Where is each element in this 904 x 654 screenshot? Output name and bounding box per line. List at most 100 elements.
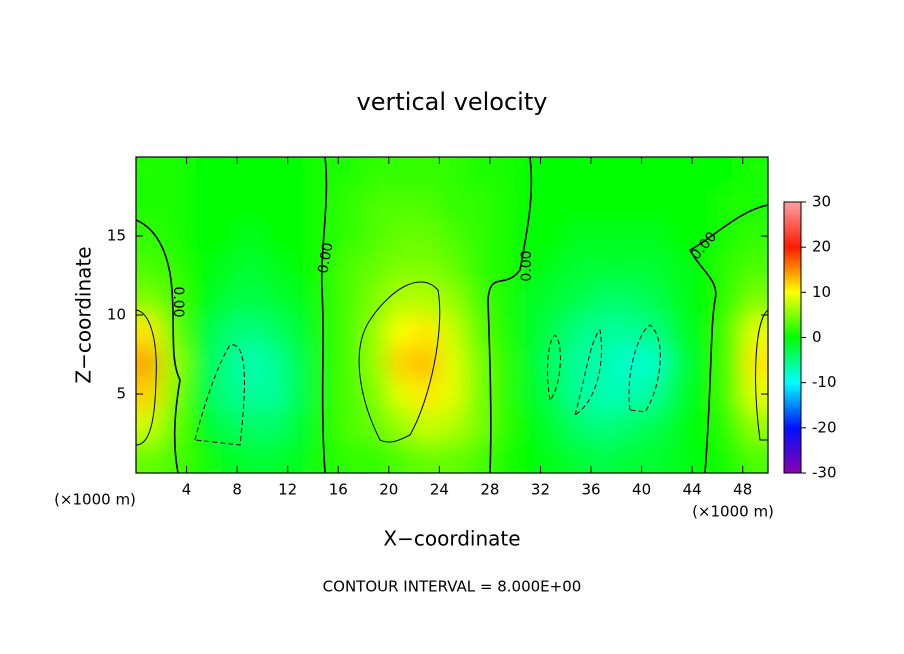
- field-cell: [716, 282, 744, 316]
- x-tick-label: 28: [480, 481, 499, 499]
- field-cell: [514, 440, 541, 473]
- field-cell: [337, 377, 365, 411]
- colorbar-tick-label: 0: [812, 328, 822, 346]
- field-cell: [312, 219, 339, 253]
- field-cell: [211, 219, 238, 253]
- field-cell: [413, 188, 440, 221]
- field-cell: [464, 377, 491, 411]
- field-cell: [388, 377, 415, 411]
- field-cell: [691, 346, 718, 379]
- field-cell: [565, 282, 592, 316]
- field-cell: [716, 157, 744, 190]
- field-cell: [514, 157, 541, 190]
- field-cell: [136, 409, 162, 442]
- field-cell: [413, 440, 440, 473]
- field-cell: [388, 346, 415, 379]
- field-cell: [565, 346, 592, 379]
- field-cell: [514, 188, 541, 221]
- field-cell: [136, 346, 162, 379]
- field-cell: [666, 282, 693, 316]
- field-cell: [565, 251, 592, 284]
- field-cell: [160, 251, 188, 284]
- x-unit-label: (×1000 m): [692, 503, 774, 521]
- field-cell: [565, 314, 592, 348]
- field-cell: [160, 377, 188, 411]
- field-cell: [388, 440, 415, 473]
- field-cell: [236, 157, 263, 190]
- field-cell: [590, 251, 617, 284]
- field-cell: [615, 219, 643, 253]
- field-cell: [565, 188, 592, 221]
- field-cell: [388, 314, 415, 348]
- field-cell: [388, 157, 415, 190]
- field-cell: [691, 377, 718, 411]
- field-cell: [186, 314, 213, 348]
- field-cell: [413, 314, 440, 348]
- field-cell: [287, 188, 314, 221]
- field-cell: [160, 188, 188, 221]
- x-tick-label: 20: [379, 481, 398, 499]
- field-cell: [136, 251, 162, 284]
- field-cell: [565, 219, 592, 253]
- field-cell: [261, 440, 289, 473]
- field-cell: [641, 282, 668, 316]
- field-cell: [337, 219, 365, 253]
- field-cell: [464, 157, 491, 190]
- field-cell: [236, 251, 263, 284]
- field-cell: [337, 188, 365, 221]
- field-cell: [363, 377, 390, 411]
- field-cell: [539, 409, 567, 442]
- field-cell: [615, 188, 643, 221]
- field-cell: [539, 157, 567, 190]
- field-cell: [287, 346, 314, 379]
- field-cell: [337, 157, 365, 190]
- field-cell: [615, 409, 643, 442]
- field-cell: [388, 188, 415, 221]
- field-cell: [716, 219, 744, 253]
- x-tick-label: 48: [733, 481, 752, 499]
- x-unit-label: (×1000 m): [54, 491, 136, 509]
- field-cell: [641, 251, 668, 284]
- field-cell: [742, 282, 768, 316]
- field-cell: [438, 282, 466, 316]
- field-cell: [136, 282, 162, 316]
- field-cell: [160, 282, 188, 316]
- x-tick-label: 16: [329, 481, 348, 499]
- field-cell: [691, 314, 718, 348]
- field-cell: [413, 157, 440, 190]
- field-cell: [514, 409, 541, 442]
- field-cell: [438, 346, 466, 379]
- x-tick-label: 44: [683, 481, 702, 499]
- field-cell: [565, 440, 592, 473]
- field-cell: [388, 219, 415, 253]
- field-cell: [236, 377, 263, 411]
- field-cell: [337, 440, 365, 473]
- field-cell: [641, 346, 668, 379]
- field-cell: [590, 314, 617, 348]
- x-tick-label: 4: [182, 481, 192, 499]
- field-cell: [565, 409, 592, 442]
- contour-label: 0.00: [519, 250, 535, 281]
- field-cell: [211, 440, 238, 473]
- field-cell: [211, 409, 238, 442]
- field-cell: [514, 346, 541, 379]
- field-cell: [287, 282, 314, 316]
- field-cell: [363, 251, 390, 284]
- field-cell: [489, 440, 516, 473]
- field-cell: [186, 219, 213, 253]
- field-cell: [438, 219, 466, 253]
- field-cell: [464, 188, 491, 221]
- field-cell: [489, 157, 516, 190]
- field-cell: [691, 409, 718, 442]
- field-cell: [691, 251, 718, 284]
- field-cell: [742, 440, 768, 473]
- field-cell: [666, 188, 693, 221]
- field-cell: [287, 409, 314, 442]
- x-tick-label: 8: [232, 481, 242, 499]
- field-cell: [236, 314, 263, 348]
- colorbar-tick-label: 10: [812, 283, 831, 301]
- field-cell: [186, 409, 213, 442]
- field-cell: [514, 314, 541, 348]
- field-cell: [413, 346, 440, 379]
